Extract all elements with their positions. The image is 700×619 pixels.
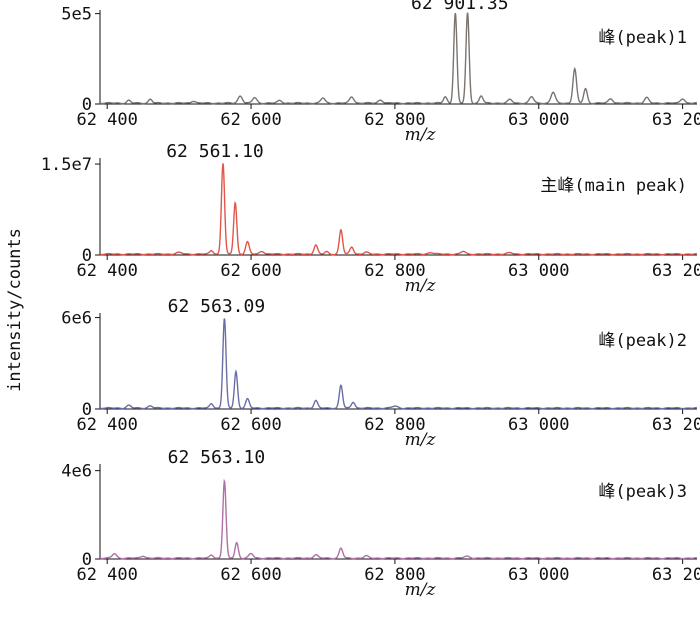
y-tick-label: 4e6 — [61, 462, 92, 482]
series-label: 峰(peak)3 — [598, 482, 687, 502]
y-tick-label: 0 — [82, 400, 92, 420]
x-tick-label: 62 800 — [364, 415, 425, 435]
series-label: 主峰(main peak) — [540, 176, 687, 196]
x-tick-label: 62 600 — [220, 415, 281, 435]
panel-2: 0 1.5e7 62 400 62 600 62 800 63 000 63 200 m/z 6… — [41, 141, 700, 296]
spectrum-line — [99, 318, 697, 410]
panel-3: 0 6e6 62 400 62 600 62 800 63 000 63 200 m/z 62 … — [61, 296, 700, 450]
x-tick-label: 63 200 — [652, 110, 700, 130]
x-axis-title: m/z — [405, 276, 437, 296]
y-tick-label: 6e6 — [61, 309, 92, 329]
series-label: 峰(peak)2 — [598, 331, 687, 351]
spectrum-line — [99, 12, 697, 105]
peak-annotation: 62 563.10 — [168, 447, 266, 468]
peak-annotation: 62 901.35 — [411, 0, 509, 14]
y-tick-label: 5e5 — [61, 5, 92, 25]
x-tick-label: 62 400 — [76, 261, 137, 281]
panel-4: 0 4e6 62 400 62 600 62 800 63 000 63 200 m/z 62 … — [61, 447, 700, 600]
x-tick-label: 62 600 — [220, 110, 281, 130]
x-tick-label: 62 800 — [364, 261, 425, 281]
x-tick-label: 62 400 — [76, 415, 137, 435]
y-tick-label: 1.5e7 — [41, 155, 92, 175]
panel-1: 0 5e5 62 400 62 600 62 800 63 000 63 200 m/z 62 … — [61, 0, 700, 145]
x-axis-title: m/z — [405, 125, 437, 145]
x-tick-label: 63 000 — [508, 261, 569, 281]
x-tick-label: 62 800 — [364, 110, 425, 130]
x-tick-label: 62 600 — [220, 261, 281, 281]
x-tick-label: 62 400 — [76, 565, 137, 585]
x-tick-label: 62 800 — [364, 565, 425, 585]
y-tick-label: 0 — [82, 550, 92, 570]
x-tick-label: 63 000 — [508, 110, 569, 130]
y-tick-label: 0 — [82, 95, 92, 115]
spectrum-line — [99, 163, 697, 256]
x-tick-label: 63 200 — [652, 565, 700, 585]
x-tick-label: 62 400 — [76, 110, 137, 130]
x-tick-label: 63 200 — [652, 415, 700, 435]
x-axis-title: m/z — [405, 580, 437, 600]
x-tick-label: 62 600 — [220, 565, 281, 585]
y-tick-label: 0 — [82, 246, 92, 266]
x-axis-title: m/z — [405, 430, 437, 450]
peak-annotation: 62 563.09 — [168, 296, 266, 317]
y-axis-label: intensity/counts — [5, 228, 25, 392]
x-tick-label: 63 000 — [508, 415, 569, 435]
x-tick-label: 63 200 — [652, 261, 700, 281]
x-tick-label: 63 000 — [508, 565, 569, 585]
spectrum-line — [99, 478, 697, 560]
series-label: 峰(peak)1 — [598, 28, 687, 48]
peak-annotation: 62 561.10 — [166, 141, 264, 162]
